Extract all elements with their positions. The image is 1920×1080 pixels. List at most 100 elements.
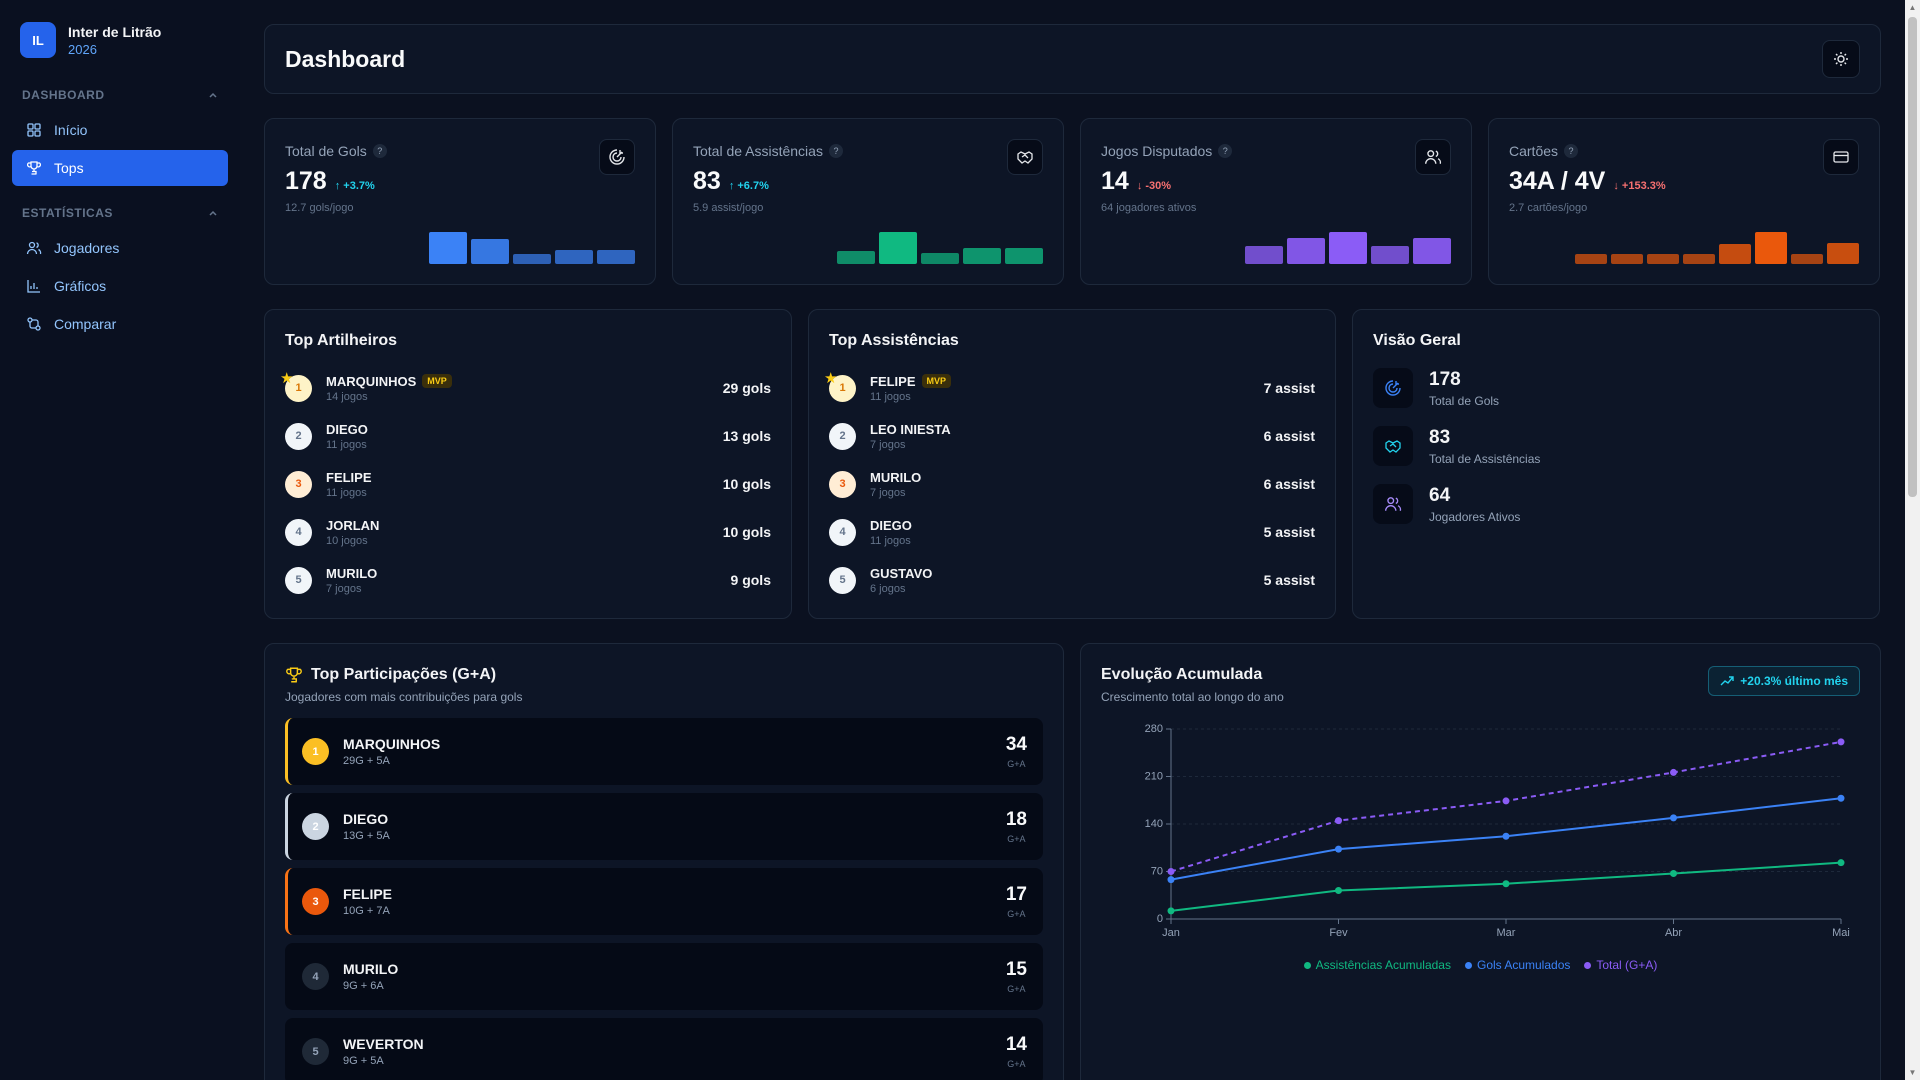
list-item[interactable]: 2 DIEGO 11 jogos 13 gols <box>285 412 771 460</box>
help-icon[interactable]: ? <box>1564 144 1579 158</box>
page-header: Dashboard <box>264 24 1881 94</box>
overview-icon-box <box>1373 484 1413 524</box>
participation-row[interactable]: 3 FELIPE 10G + 7A 17 G+A <box>285 868 1043 935</box>
player-games: 7 jogos <box>870 486 906 499</box>
sun-icon <box>1834 52 1848 66</box>
participation-row[interactable]: 2 DIEGO 13G + 5A 18 G+A <box>285 793 1043 860</box>
mini-bar <box>1287 238 1325 264</box>
data-point <box>1837 794 1845 802</box>
rank-badge: 5 <box>302 1038 329 1065</box>
overview-label: Jogadores Ativos <box>1429 509 1521 524</box>
scroll-thumb[interactable] <box>1908 17 1917 497</box>
player-name: MURILO <box>343 961 399 977</box>
card-title: Visão Geral <box>1373 332 1461 349</box>
participation-row[interactable]: 5 WEVERTON 9G + 5A 14 G+A <box>285 1018 1043 1080</box>
player-stat: 5 assist <box>1263 524 1315 540</box>
data-point <box>1670 814 1677 822</box>
participation-row[interactable]: 4 MURILO 9G + 6A 15 G+A <box>285 943 1043 1010</box>
player-name: MURILO <box>870 469 922 485</box>
overview-label: Total de Gols <box>1429 393 1500 408</box>
sidebar-item-inicio[interactable]: Início <box>12 112 228 148</box>
list-item[interactable]: 2 LEO INIESTA 7 jogos 6 assist <box>829 412 1315 460</box>
data-point <box>1670 870 1677 878</box>
player-name: DIEGO <box>870 517 912 533</box>
legend-label: Assistências Acumuladas <box>1315 958 1451 972</box>
growth-badge: +20.3% último mês <box>1708 666 1860 696</box>
data-point <box>1502 797 1510 805</box>
star-icon: ★ <box>280 369 294 387</box>
legend-label: Gols Acumulados <box>1476 958 1571 972</box>
stat-icon-box <box>1007 139 1043 175</box>
list-item[interactable]: 3 FELIPE 11 jogos 10 gols <box>285 460 771 508</box>
mvp-badge: MVP <box>921 374 952 388</box>
list-item[interactable]: 4 JORLAN 10 jogos 10 gols <box>285 508 771 556</box>
data-point <box>1335 887 1342 894</box>
mini-bar <box>471 239 509 264</box>
mini-bar <box>963 248 1001 264</box>
rank-badge: 4 <box>302 963 329 990</box>
participation-row[interactable]: 1 MARQUINHOS 29G + 5A 34 G+A <box>285 718 1043 785</box>
scroll-up-arrow-icon[interactable]: ▲ <box>1908 3 1917 12</box>
sidebar-item-label: Início <box>54 122 88 138</box>
player-name: FELIPE <box>343 886 393 902</box>
nav-section-dashboard[interactable]: DASHBOARD <box>12 88 228 102</box>
list-item[interactable]: 5 MURILO 7 jogos 9 gols <box>285 556 771 604</box>
stat-card-jogos: Jogos Disputados? 14 ↓ -30% 64 jogadores… <box>1080 118 1472 285</box>
list-item[interactable]: 3 MURILO 7 jogos 6 assist <box>829 460 1315 508</box>
data-point <box>1167 907 1175 915</box>
mini-bar <box>555 250 593 264</box>
stat-icon-box <box>1823 139 1859 175</box>
stat-sub: 12.7 gols/jogo <box>285 202 354 214</box>
list-item[interactable]: 4 DIEGO 11 jogos 5 assist <box>829 508 1315 556</box>
mini-bar <box>1719 244 1751 264</box>
sidebar-item-comparar[interactable]: Comparar <box>12 306 228 342</box>
overview-card: Visão Geral 178 Total de Gols 83 Total de … <box>1352 309 1880 619</box>
help-icon[interactable]: ? <box>372 144 387 158</box>
help-icon[interactable]: ? <box>1218 144 1233 158</box>
mini-bar <box>879 232 917 264</box>
player-name: JORLAN <box>326 517 380 533</box>
trend-badge: ↑ +6.7% <box>728 180 769 192</box>
player-name: DIEGO <box>326 421 368 437</box>
legend-item[interactable]: Total (G+A) <box>1584 958 1657 972</box>
rank-badge: 2 <box>829 422 856 450</box>
list-item[interactable]: 5 GUSTAVO 6 jogos 5 assist <box>829 556 1315 604</box>
list-item[interactable]: ★ 1 MARQUINHOS MVP 14 jogos 29 gols <box>280 364 771 412</box>
rank-badge: 2 <box>285 422 312 450</box>
player-breakdown: 9G + 5A <box>343 1055 384 1067</box>
nav-section-estatisticas[interactable]: ESTATÍSTICAS <box>12 206 228 220</box>
list-item[interactable]: ★ 1 FELIPE MVP 11 jogos 7 assist <box>824 364 1315 412</box>
mini-bar <box>921 253 959 264</box>
y-tick-label: 210 <box>1145 771 1163 783</box>
overview-item-jogadores: 64 Jogadores Ativos <box>1373 484 1859 524</box>
player-name: MURILO <box>326 565 378 581</box>
legend-item[interactable]: Assistências Acumuladas <box>1303 958 1451 972</box>
data-point <box>1837 859 1845 867</box>
rank-badge: 1 <box>302 738 329 765</box>
rank-badge: ★ 1 <box>280 370 312 402</box>
rank-list: ★ 1 FELIPE MVP 11 jogos 7 assist 2 LEO INIESTA 7… <box>824 364 1315 604</box>
help-icon[interactable]: ? <box>828 144 843 158</box>
sidebar-item-tops[interactable]: Tops <box>12 150 228 186</box>
scroll-down-arrow-icon[interactable]: ▼ <box>1908 1068 1917 1077</box>
sidebar-item-jogadores[interactable]: Jogadores <box>12 230 228 266</box>
legend-item[interactable]: Gols Acumulados <box>1464 958 1571 972</box>
rank-badge: 3 <box>829 470 856 498</box>
overview-value: 83 <box>1429 426 1451 448</box>
chart-icon <box>27 280 40 293</box>
mini-bar <box>1791 254 1823 264</box>
rank-badge: 3 <box>302 888 329 915</box>
theme-toggle-button[interactable] <box>1822 40 1860 78</box>
sidebar-item-graficos[interactable]: Gráficos <box>12 268 228 304</box>
scrollbar[interactable]: ▲ ▼ <box>1905 0 1920 1080</box>
participations-card: Top Participações (G+A) Jogadores com ma… <box>264 643 1064 1080</box>
player-games: 7 jogos <box>326 582 362 595</box>
rank-badge: 5 <box>285 566 312 594</box>
mvp-badge: MVP <box>422 374 452 388</box>
x-tick-label: Fev <box>1329 927 1348 939</box>
brand[interactable]: IL Inter de Litrão 2026 <box>12 22 228 58</box>
mini-bar-chart <box>1245 228 1451 264</box>
target-icon <box>1385 380 1401 396</box>
player-stat: 10 gols <box>722 476 771 492</box>
mini-bar <box>513 254 551 264</box>
